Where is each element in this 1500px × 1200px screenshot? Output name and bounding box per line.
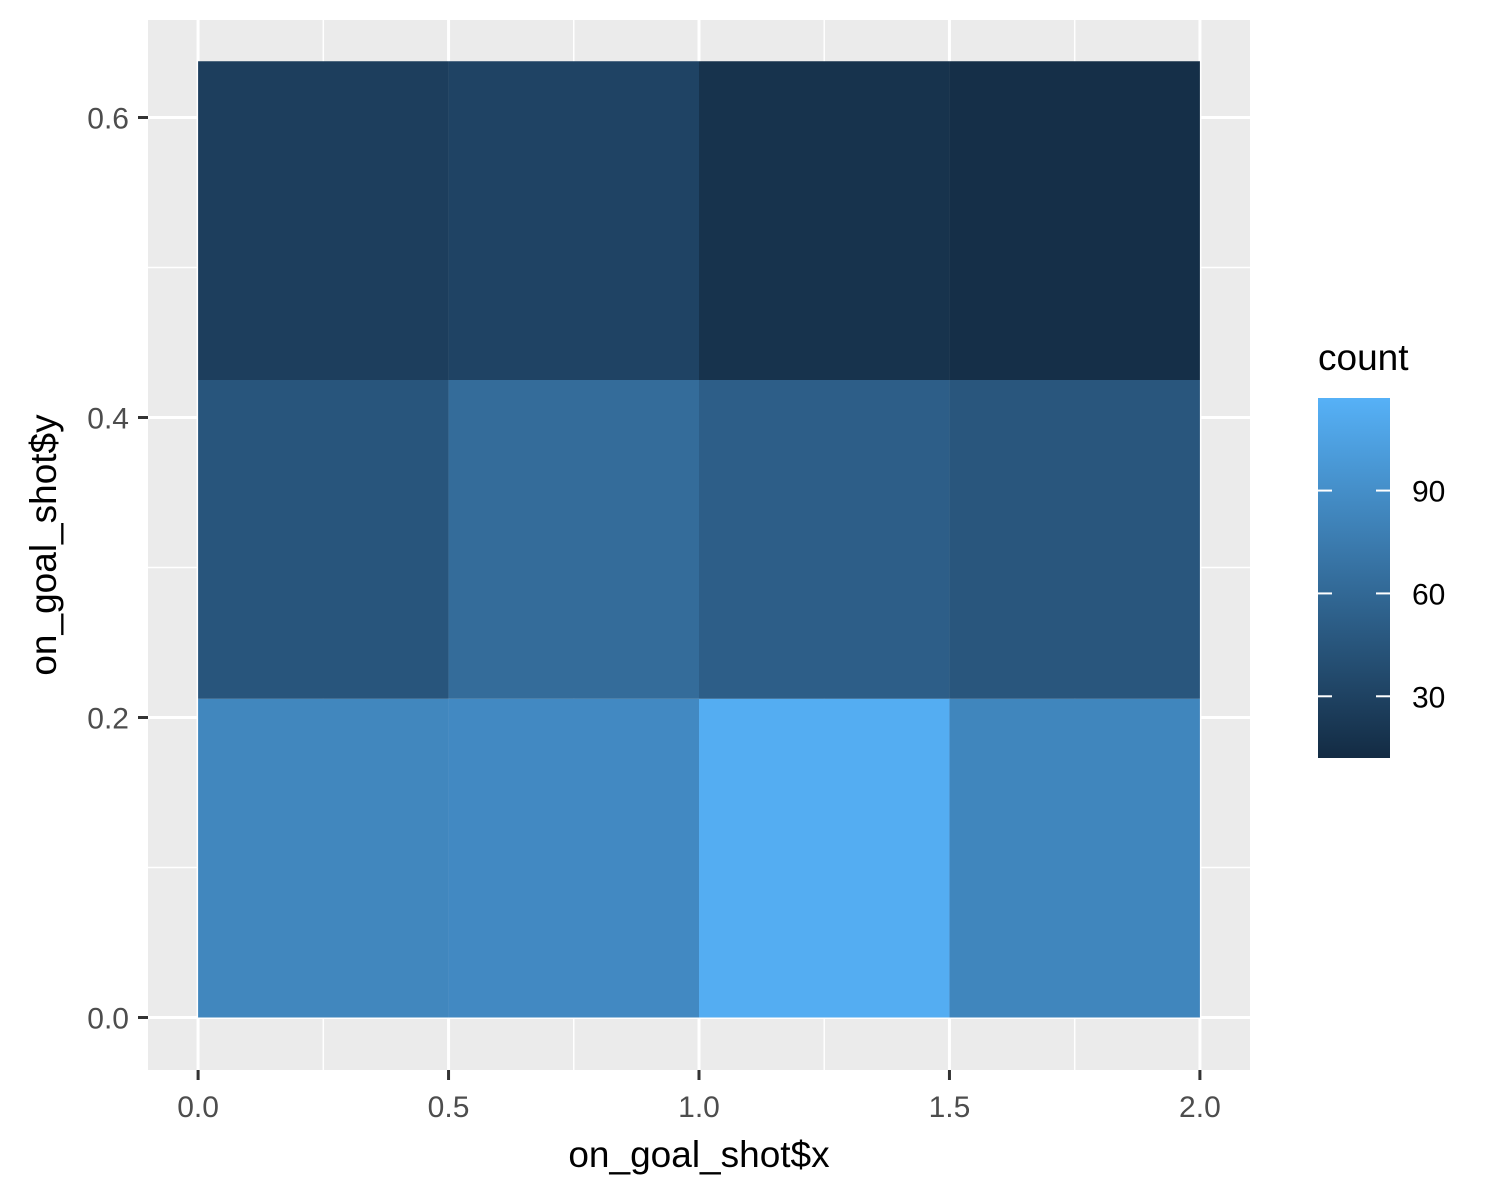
heatmap-tiles bbox=[198, 61, 1200, 1018]
legend-colorbar bbox=[1318, 398, 1390, 758]
y-tick-label: 0.2 bbox=[87, 703, 129, 736]
legend-break-label: 30 bbox=[1412, 681, 1445, 714]
legend-ticks: 30 60 90 bbox=[1318, 476, 1445, 714]
heatmap-tile bbox=[198, 380, 449, 699]
y-axis: 0.0 0.2 0.4 0.6 bbox=[87, 103, 148, 1036]
x-tick-label: 1.5 bbox=[929, 1091, 971, 1124]
x-tick-label: 0.5 bbox=[428, 1091, 470, 1124]
heatmap-tile bbox=[949, 698, 1200, 1018]
y-tick-label: 0.4 bbox=[87, 403, 129, 436]
y-axis-title: on_goal_shot$y bbox=[23, 414, 64, 676]
heatmap-tile bbox=[448, 698, 699, 1018]
heatmap-tile bbox=[699, 698, 950, 1018]
legend-break-label: 60 bbox=[1412, 578, 1445, 611]
heatmap-tile bbox=[198, 698, 449, 1018]
heatmap-tile bbox=[198, 61, 449, 380]
x-axis-title: on_goal_shot$x bbox=[568, 1134, 830, 1175]
x-tick-label: 0.0 bbox=[177, 1091, 219, 1124]
x-axis: 0.0 0.5 1.0 1.5 2.0 bbox=[177, 1070, 1221, 1124]
heatmap-tile bbox=[949, 380, 1200, 699]
heatmap-tile bbox=[448, 380, 699, 699]
x-tick-label: 1.0 bbox=[678, 1091, 720, 1124]
heatmap-tile bbox=[448, 61, 699, 380]
heatmap-tile bbox=[949, 61, 1200, 380]
y-tick-label: 0.6 bbox=[87, 103, 129, 136]
x-tick-label: 2.0 bbox=[1179, 1091, 1221, 1124]
color-legend: count 30 60 90 bbox=[1318, 337, 1445, 758]
heatmap-tile bbox=[699, 380, 950, 699]
legend-title: count bbox=[1318, 337, 1409, 378]
y-tick-label: 0.0 bbox=[87, 1003, 129, 1036]
heatmap-tile bbox=[699, 61, 950, 380]
legend-break-label: 90 bbox=[1412, 476, 1445, 509]
